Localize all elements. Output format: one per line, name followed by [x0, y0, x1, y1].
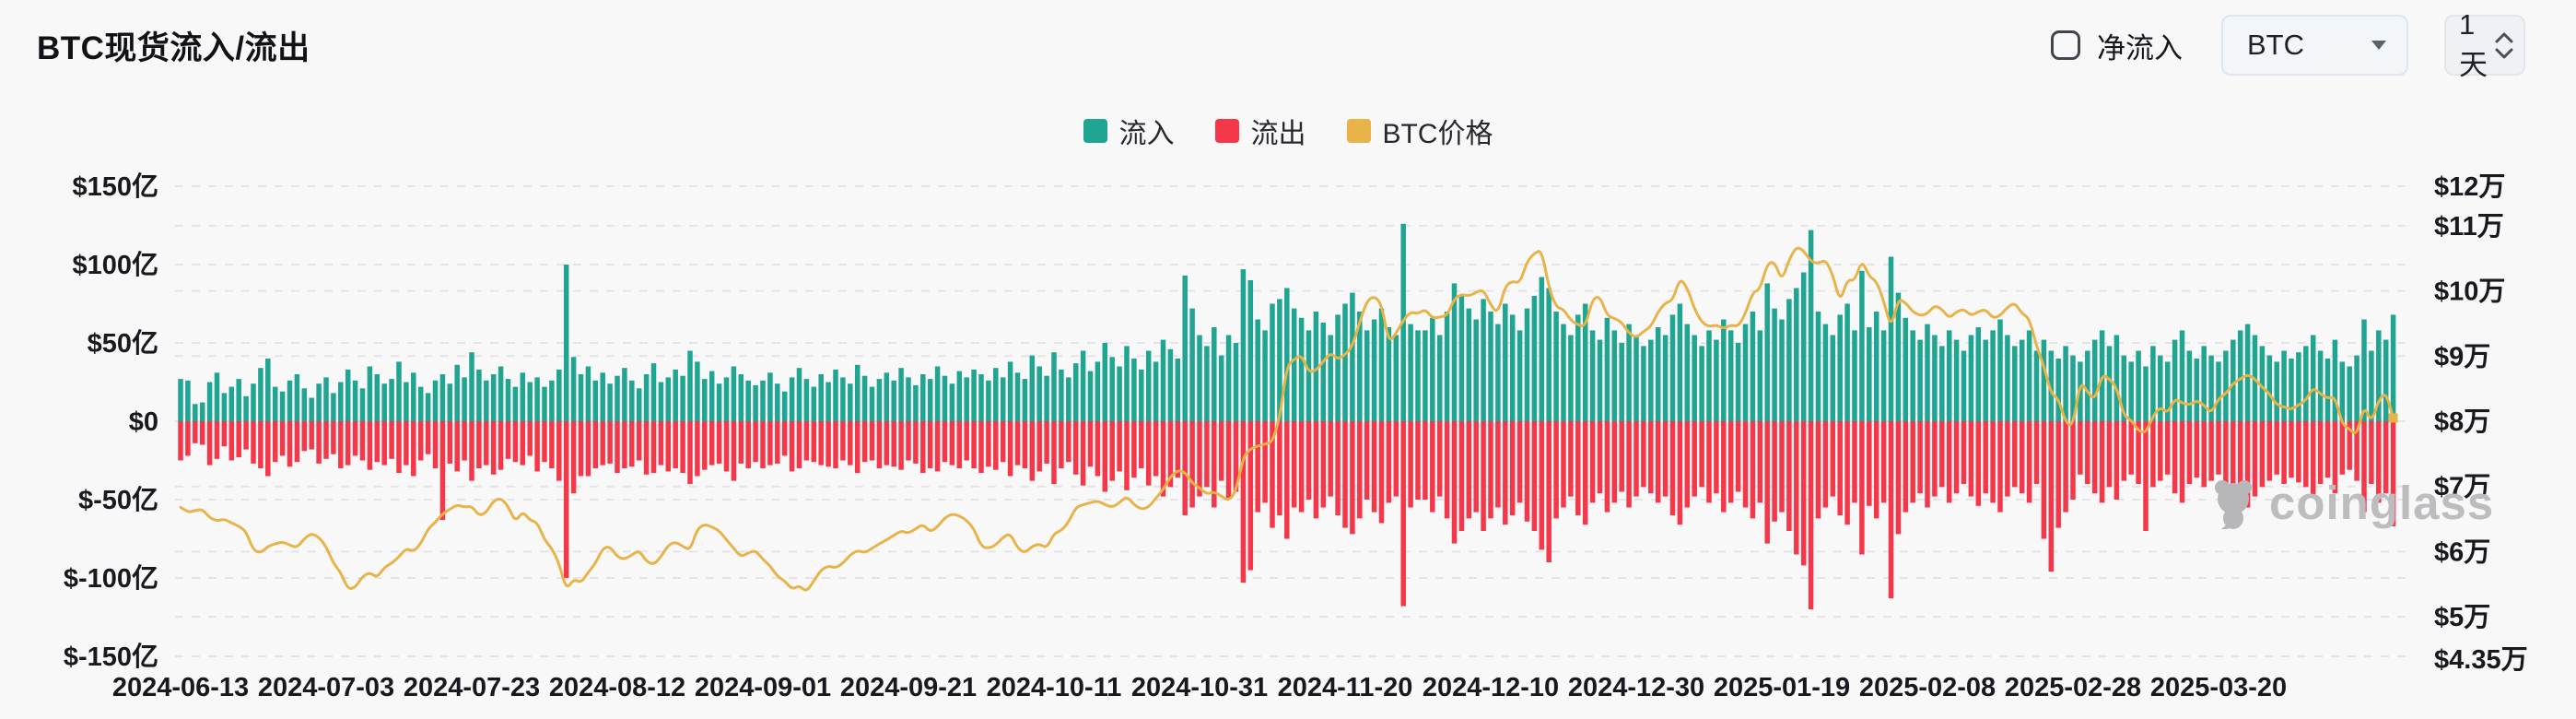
chart-controls: 净流入 BTC 1天 — [2051, 8, 2525, 81]
legend-item-2[interactable]: BTC价格 — [1346, 111, 1493, 151]
legend-item-0[interactable]: 流入 — [1083, 111, 1175, 151]
interval-select[interactable]: 1天 — [2444, 8, 2525, 81]
svg-text:2024-07-23: 2024-07-23 — [404, 673, 540, 702]
svg-text:$7万: $7万 — [2434, 473, 2490, 502]
svg-text:$100亿: $100亿 — [72, 250, 158, 280]
inflow-bars[interactable] — [178, 223, 2396, 421]
legend-swatch — [1214, 119, 1239, 143]
svg-text:2024-10-31: 2024-10-31 — [1131, 673, 1268, 702]
svg-text:$10万: $10万 — [2434, 277, 2505, 307]
interval-select-value: 1天 — [2459, 7, 2488, 81]
svg-text:2024-09-01: 2024-09-01 — [695, 673, 831, 702]
svg-text:2024-06-13: 2024-06-13 — [112, 673, 249, 702]
chevron-up-down-icon — [2494, 31, 2514, 60]
legend-label: 流入 — [1118, 119, 1175, 149]
svg-text:2025-02-08: 2025-02-08 — [1859, 673, 1996, 702]
svg-text:$8万: $8万 — [2434, 407, 2490, 437]
svg-text:2025-01-19: 2025-01-19 — [1714, 673, 1850, 702]
legend-label: 流出 — [1250, 119, 1306, 149]
right-axis-labels: $12万 $11万 $10万 $9万 $8万 $7万 $6万 $5万 $4.35万 — [2434, 172, 2528, 675]
left-axis-labels: $150亿 $100亿 $50亿 $0 $-50亿 $-100亿 $-150亿 — [64, 171, 158, 672]
svg-text:$11万: $11万 — [2434, 212, 2504, 242]
svg-text:2025-03-20: 2025-03-20 — [2150, 673, 2287, 702]
svg-text:2024-08-12: 2024-08-12 — [549, 673, 685, 702]
svg-text:2024-09-21: 2024-09-21 — [840, 673, 977, 702]
chevron-down-icon — [2371, 41, 2386, 50]
price-line — [179, 246, 2398, 592]
svg-text:$50亿: $50亿 — [88, 328, 158, 359]
svg-text:2024-10-11: 2024-10-11 — [987, 673, 1122, 702]
legend-label: BTC价格 — [1382, 119, 1493, 149]
net-inflow-label: 净流入 — [2097, 31, 2183, 65]
svg-text:2024-11-20: 2024-11-20 — [1278, 673, 1413, 702]
legend-swatch — [1346, 119, 1371, 143]
page-title: BTC现货流入/流出 — [37, 30, 310, 66]
legend-swatch — [1083, 119, 1107, 143]
svg-text:2025-02-28: 2025-02-28 — [2005, 673, 2141, 702]
svg-text:$150亿: $150亿 — [72, 171, 158, 202]
net-inflow-checkbox[interactable] — [2051, 30, 2080, 60]
svg-text:$-100亿: $-100亿 — [64, 563, 158, 594]
svg-text:2024-07-03: 2024-07-03 — [258, 673, 394, 702]
svg-text:$4.35万: $4.35万 — [2434, 645, 2528, 675]
svg-text:$0: $0 — [129, 407, 158, 437]
svg-text:$-150亿: $-150亿 — [64, 642, 158, 672]
svg-text:$-50亿: $-50亿 — [78, 485, 158, 515]
svg-text:2024-12-10: 2024-12-10 — [1423, 673, 1559, 702]
svg-text:$12万: $12万 — [2434, 172, 2505, 202]
svg-text:$6万: $6万 — [2434, 537, 2490, 567]
svg-text:$5万: $5万 — [2434, 603, 2490, 632]
legend-item-1[interactable]: 流出 — [1214, 111, 1306, 151]
coin-select[interactable]: BTC — [2221, 15, 2408, 76]
legend: 流入 流出 BTC价格 — [0, 111, 2576, 151]
outflow-bars[interactable] — [178, 421, 2396, 609]
coin-select-value: BTC — [2247, 29, 2304, 61]
x-axis-labels: 2024-06-13 2024-07-03 2024-07-23 2024-08-12… — [112, 673, 2287, 702]
svg-text:2024-12-30: 2024-12-30 — [1568, 673, 1704, 702]
svg-text:$9万: $9万 — [2434, 342, 2490, 371]
